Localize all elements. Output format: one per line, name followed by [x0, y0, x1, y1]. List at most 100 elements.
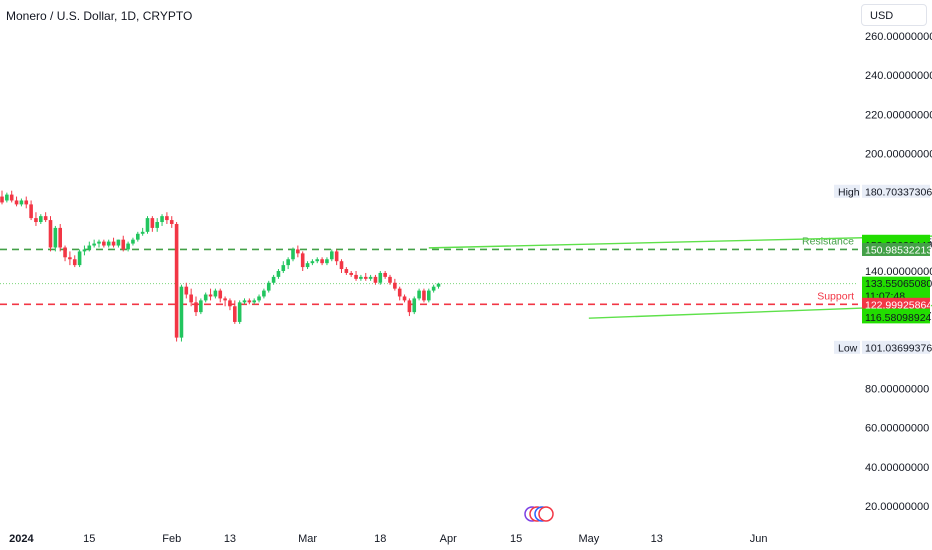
candle-body[interactable] — [43, 216, 48, 221]
candle-body[interactable] — [349, 272, 353, 275]
candle-body[interactable] — [417, 290, 421, 299]
candle-body[interactable] — [407, 300, 412, 313]
candle-body[interactable] — [102, 241, 106, 246]
candle-body[interactable] — [106, 241, 111, 246]
candle-body[interactable] — [412, 298, 417, 313]
high-label-title-bg — [834, 184, 860, 198]
candle-body[interactable] — [213, 290, 218, 297]
candle-body[interactable] — [359, 276, 363, 279]
candle-body[interactable] — [397, 288, 402, 297]
lower-trendline[interactable] — [588, 301, 932, 319]
candle-body[interactable] — [77, 251, 82, 266]
candle-body[interactable] — [34, 218, 38, 223]
candle-body[interactable] — [116, 239, 121, 246]
candle-body[interactable] — [262, 290, 266, 297]
candle-body[interactable] — [199, 300, 203, 313]
candle-body[interactable] — [344, 269, 349, 273]
candle-body[interactable] — [92, 243, 96, 246]
candle-body[interactable] — [140, 231, 145, 234]
candle-body[interactable] — [393, 282, 397, 289]
candle-body[interactable] — [203, 294, 208, 301]
candle-body[interactable] — [131, 239, 135, 244]
candle-body[interactable] — [378, 272, 383, 283]
candle-body[interactable] — [72, 259, 77, 266]
candle-body[interactable] — [24, 200, 29, 205]
candle-body[interactable] — [237, 302, 242, 322]
candle-body[interactable] — [53, 227, 58, 248]
candle-body[interactable] — [29, 204, 33, 219]
candle-body[interactable] — [145, 218, 150, 232]
candle-body[interactable] — [354, 274, 358, 279]
candle-body[interactable] — [218, 290, 223, 299]
candle-body[interactable] — [276, 271, 281, 277]
candle-body[interactable] — [383, 272, 387, 277]
candle-body[interactable] — [48, 220, 53, 248]
candle-body[interactable] — [223, 298, 227, 301]
candle-body[interactable] — [271, 276, 276, 283]
candle-body[interactable] — [87, 245, 92, 250]
candle-body[interactable] — [427, 290, 431, 301]
candle-body[interactable] — [111, 241, 116, 246]
candle-body[interactable] — [189, 294, 193, 303]
candle-body[interactable] — [315, 259, 320, 262]
candle-body[interactable] — [165, 216, 169, 221]
candle-body[interactable] — [310, 261, 315, 264]
candle-body[interactable] — [305, 263, 310, 268]
candle-body[interactable] — [121, 239, 126, 250]
candle-body[interactable] — [300, 253, 305, 268]
last-price-label: 133.55065080 — [865, 278, 932, 290]
candle-body[interactable] — [334, 251, 339, 262]
candle-body[interactable] — [242, 300, 247, 303]
candle-body[interactable] — [388, 276, 392, 283]
candle-body[interactable] — [126, 243, 130, 250]
candle-body[interactable] — [136, 233, 140, 240]
candle-body[interactable] — [296, 249, 300, 254]
candle-body[interactable] — [402, 296, 407, 301]
candle-body[interactable] — [58, 227, 62, 248]
candle-body[interactable] — [0, 196, 4, 203]
candle-body[interactable] — [422, 290, 426, 301]
candle-body[interactable] — [368, 276, 373, 279]
candle-body[interactable] — [228, 300, 232, 307]
upper-trendline[interactable] — [428, 233, 932, 249]
event-marker-icon[interactable] — [538, 506, 554, 522]
candle-body[interactable] — [68, 257, 72, 260]
candle-body[interactable] — [155, 222, 159, 228]
candle-body[interactable] — [373, 276, 378, 283]
candle-body[interactable] — [169, 220, 174, 224]
candle-body[interactable] — [291, 249, 295, 260]
candle-body[interactable] — [325, 259, 329, 264]
candle-body[interactable] — [281, 265, 286, 271]
candle-body[interactable] — [208, 294, 213, 297]
candle-body[interactable] — [194, 302, 198, 313]
x-tick-label: Apr — [440, 533, 457, 545]
candle-body[interactable] — [266, 282, 271, 291]
candle-body[interactable] — [179, 286, 184, 338]
candle-body[interactable] — [330, 251, 334, 260]
candle-body[interactable] — [82, 249, 87, 252]
candle-body[interactable] — [19, 200, 24, 205]
candle-body[interactable] — [233, 306, 237, 322]
candle-body[interactable] — [257, 296, 261, 301]
candle-body[interactable] — [14, 200, 19, 205]
candle-body[interactable] — [339, 261, 344, 270]
candle-body[interactable] — [320, 259, 324, 264]
currency-selector[interactable]: USD — [861, 4, 927, 26]
candle-body[interactable] — [160, 216, 164, 223]
candle-body[interactable] — [97, 241, 101, 244]
candle-body[interactable] — [363, 276, 368, 279]
candle-body[interactable] — [436, 283, 441, 287]
candle-body[interactable] — [286, 259, 290, 266]
candle-body[interactable] — [174, 223, 179, 338]
x-tick-label: 15 — [510, 533, 522, 545]
candle-body[interactable] — [63, 247, 67, 258]
candle-body[interactable] — [9, 194, 14, 201]
candle-body[interactable] — [39, 216, 43, 223]
candle-body[interactable] — [247, 300, 252, 303]
candle-body[interactable] — [150, 218, 155, 228]
candle-body[interactable] — [5, 194, 9, 201]
candle-body[interactable] — [431, 286, 436, 291]
candle-body[interactable] — [252, 300, 256, 303]
candle-body[interactable] — [184, 286, 189, 295]
